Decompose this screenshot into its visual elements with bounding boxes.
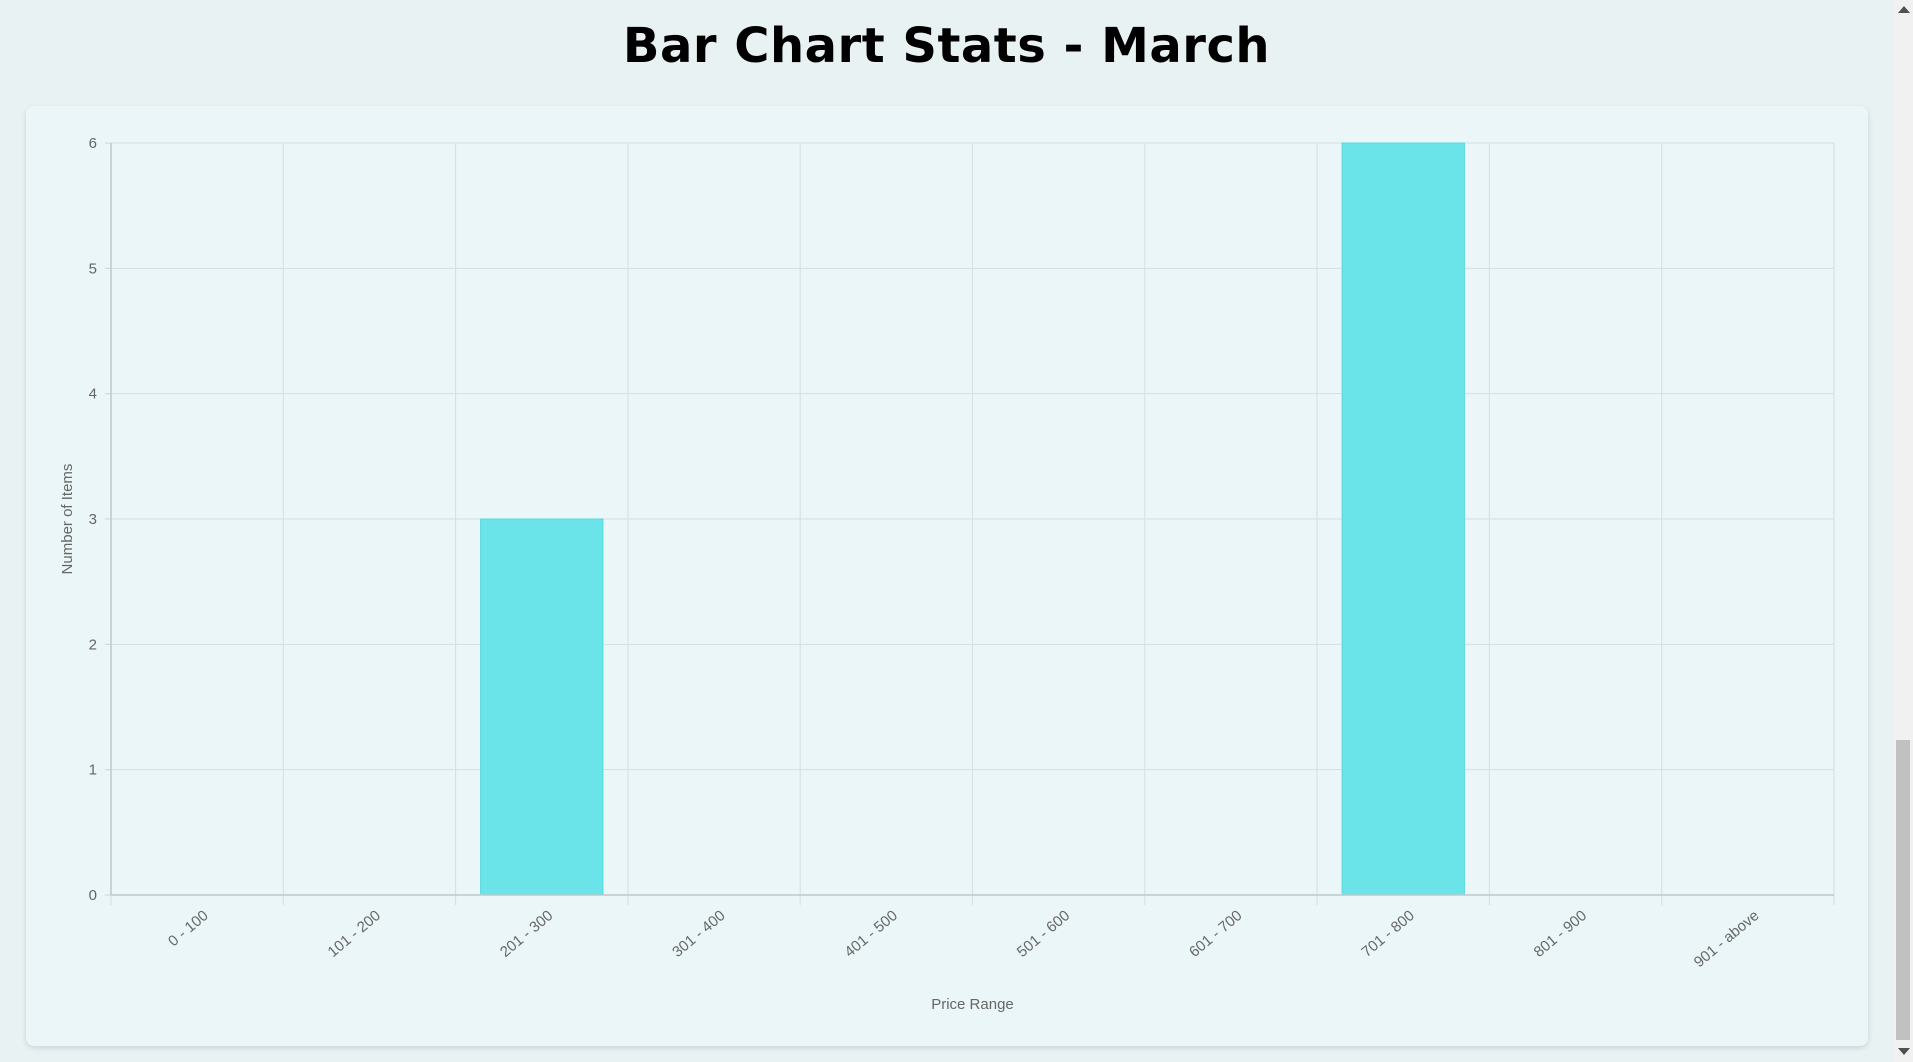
y-axis-title: Number of Items <box>59 464 76 575</box>
scroll-up-arrow-icon[interactable] <box>1898 6 1910 13</box>
x-tick-label: 401 - 500 <box>841 907 900 961</box>
y-tick-label: 2 <box>89 636 97 653</box>
y-tick-label: 4 <box>89 386 97 403</box>
x-tick-label: 501 - 600 <box>1014 907 1073 961</box>
chart-card: 0 1 2 3 4 5 6 0 - 100 101 - 200 201 - 300 301 - 40… <box>26 106 1868 1046</box>
x-tick-label: 301 - 400 <box>669 907 728 961</box>
x-tick-label: 701 - 800 <box>1358 907 1417 961</box>
bar-chart: 0 1 2 3 4 5 6 0 - 100 101 - 200 201 - 300 301 - 40… <box>59 135 1835 1013</box>
y-tick-label: 1 <box>89 762 97 779</box>
x-axis-title: Price Range <box>931 996 1014 1013</box>
y-tick-label: 6 <box>89 135 97 152</box>
x-tick-label: 201 - 300 <box>497 907 556 961</box>
x-tick-label: 101 - 200 <box>325 907 384 961</box>
y-tick-label: 5 <box>89 260 97 277</box>
scroll-down-arrow-icon[interactable] <box>1898 1048 1910 1055</box>
bars <box>480 142 1465 896</box>
tick-labels: 0 1 2 3 4 5 6 0 - 100 101 - 200 201 - 300 301 - 40… <box>89 135 1763 971</box>
y-tick-label: 0 <box>89 887 97 904</box>
axes <box>105 142 1834 896</box>
scroll-thumb[interactable] <box>1896 740 1910 1040</box>
grid-lines <box>110 142 1835 905</box>
page-title: Bar Chart Stats - March <box>622 18 1271 74</box>
vertical-scrollbar[interactable] <box>1893 0 1913 1062</box>
x-tick-label: 601 - 700 <box>1186 907 1245 961</box>
bar-201-300[interactable] <box>480 518 604 896</box>
bar-701-800[interactable] <box>1341 142 1465 896</box>
x-tick-label: 0 - 100 <box>165 907 212 950</box>
y-tick-label: 3 <box>89 511 97 528</box>
x-tick-label: 801 - 900 <box>1531 907 1590 961</box>
x-tick-label: 901 - above <box>1691 907 1763 971</box>
